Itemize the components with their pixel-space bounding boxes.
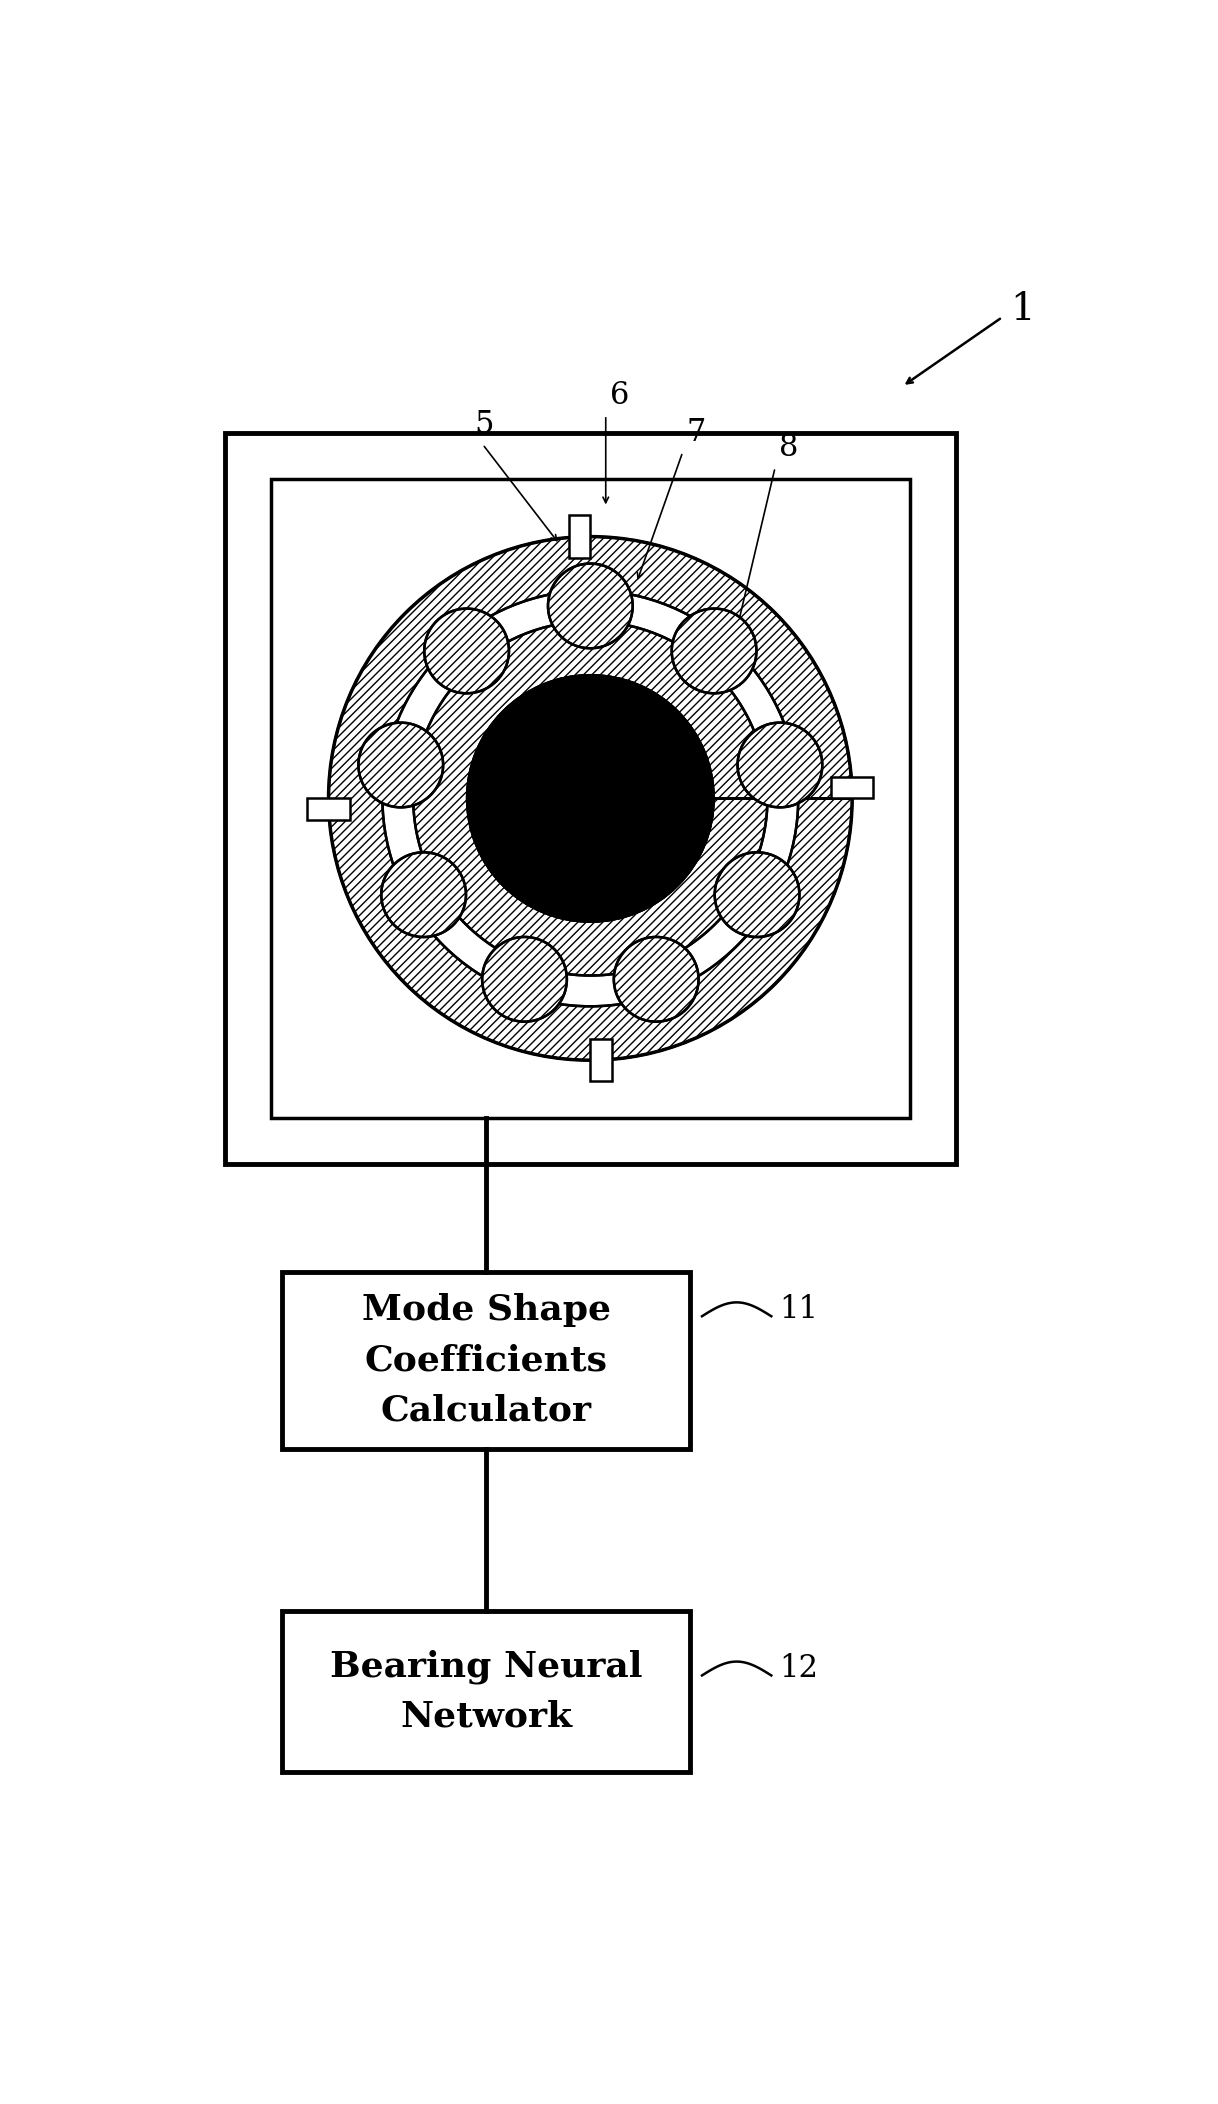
Circle shape: [381, 852, 466, 936]
Text: Mode Shape
Coefficients
Calculator: Mode Shape Coefficients Calculator: [362, 1294, 611, 1429]
Circle shape: [381, 852, 466, 936]
Polygon shape: [569, 515, 591, 558]
Circle shape: [358, 722, 443, 808]
Text: 1: 1: [1010, 290, 1034, 328]
Bar: [283, 1612, 691, 1772]
Polygon shape: [413, 621, 767, 976]
Polygon shape: [591, 1039, 611, 1081]
Text: 5: 5: [475, 410, 495, 440]
Circle shape: [424, 608, 509, 694]
Circle shape: [672, 608, 756, 694]
Bar: [283, 1273, 691, 1450]
Circle shape: [738, 722, 822, 808]
Text: 11: 11: [780, 1294, 818, 1326]
Bar: [224, 433, 956, 1164]
Circle shape: [738, 722, 822, 808]
Polygon shape: [307, 797, 350, 821]
Polygon shape: [329, 537, 853, 1060]
Circle shape: [468, 675, 714, 922]
Bar: [270, 480, 910, 1117]
Circle shape: [614, 936, 699, 1023]
Circle shape: [715, 852, 799, 936]
Text: 12: 12: [780, 1654, 818, 1683]
Text: 6: 6: [609, 381, 628, 410]
Circle shape: [482, 936, 566, 1023]
Text: Bearing Neural
Network: Bearing Neural Network: [330, 1650, 643, 1734]
Polygon shape: [831, 776, 873, 797]
Text: 8: 8: [780, 433, 798, 463]
Circle shape: [424, 608, 509, 694]
Circle shape: [548, 564, 632, 648]
Circle shape: [614, 936, 699, 1023]
Circle shape: [482, 936, 566, 1023]
Circle shape: [672, 608, 756, 694]
Circle shape: [358, 722, 443, 808]
Circle shape: [548, 564, 632, 648]
Circle shape: [715, 852, 799, 936]
Text: 7: 7: [687, 417, 706, 448]
